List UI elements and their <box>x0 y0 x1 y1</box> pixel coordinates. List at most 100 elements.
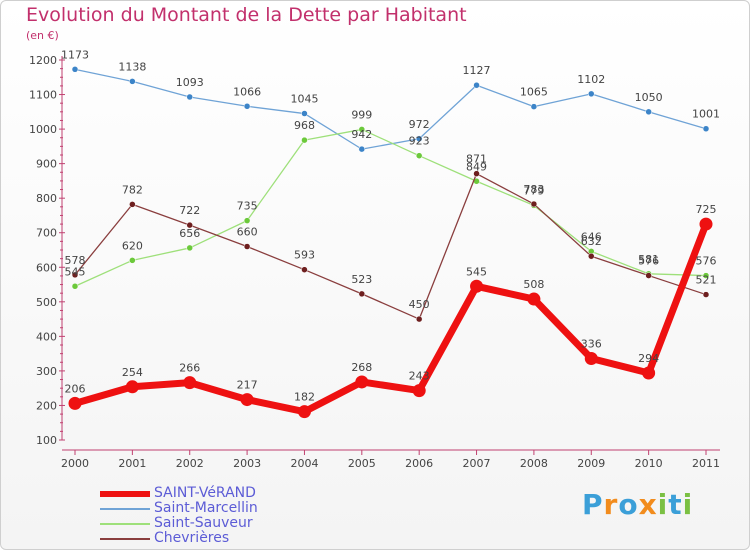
data-point <box>702 125 710 132</box>
data-label: 725 <box>696 203 717 216</box>
data-label: 294 <box>638 352 659 365</box>
data-point <box>186 221 193 229</box>
data-label: 1102 <box>577 73 605 86</box>
data-point <box>358 290 366 298</box>
legend-label: SAINT-VéRAND <box>154 485 256 501</box>
data-label: 576 <box>638 255 659 268</box>
x-tick-label: 2009 <box>577 457 605 470</box>
logo-letter: o <box>618 488 639 521</box>
data-label: 593 <box>294 249 315 262</box>
x-tick-label: 2001 <box>118 457 146 470</box>
data-point <box>243 103 251 110</box>
data-point <box>588 90 595 98</box>
data-point <box>415 315 423 323</box>
data-point <box>243 217 251 224</box>
logo-letter: x <box>638 488 658 521</box>
chart-subtitle: (en €) <box>26 29 59 42</box>
data-point <box>642 366 656 380</box>
data-label: 1173 <box>61 48 89 61</box>
data-point <box>415 152 423 159</box>
data-label: 206 <box>65 382 86 395</box>
logo-letter: r <box>603 488 619 521</box>
data-label: 968 <box>294 119 315 132</box>
data-point <box>71 66 79 73</box>
data-label: 450 <box>409 298 430 311</box>
y-tick-label: 300 <box>36 365 57 378</box>
data-label: 656 <box>179 227 200 240</box>
y-tick-label: 1100 <box>29 89 57 102</box>
data-label: 1050 <box>635 91 663 104</box>
legend-swatch <box>100 523 150 525</box>
y-tick-label: 900 <box>36 158 57 171</box>
data-point <box>358 145 366 153</box>
data-point <box>473 170 480 177</box>
data-label: 336 <box>581 337 602 350</box>
data-point <box>470 279 484 293</box>
data-point <box>68 396 82 410</box>
data-point <box>699 217 713 231</box>
data-point <box>645 272 652 279</box>
series-2 <box>71 126 710 290</box>
data-point <box>129 78 136 85</box>
y-tick-label: 700 <box>36 227 57 240</box>
data-point <box>412 384 426 398</box>
data-label: 735 <box>237 200 258 213</box>
x-tick-label: 2005 <box>348 457 376 470</box>
data-point <box>355 375 369 389</box>
data-point <box>301 136 308 144</box>
data-label: 545 <box>65 265 86 278</box>
axes: 100 200 300 400 500 600 700 800 900 1000 1100 1200 2… <box>29 54 720 470</box>
data-label: 722 <box>179 204 200 217</box>
series-line <box>74 222 710 416</box>
data-label: 243 <box>409 370 430 383</box>
x-tick-label: 2006 <box>405 457 433 470</box>
series-line <box>74 173 707 320</box>
x-tick-label: 2000 <box>61 457 89 470</box>
x-tick-label: 2010 <box>635 457 663 470</box>
legend-label: Chevrières <box>154 530 230 546</box>
data-point <box>240 393 254 407</box>
x-tick-label: 2003 <box>233 457 261 470</box>
data-point <box>71 271 79 279</box>
data-label: 999 <box>351 108 372 121</box>
y-tick-label: 1200 <box>29 54 57 67</box>
data-point <box>129 201 136 208</box>
data-label: 849 <box>466 160 487 173</box>
data-label: 942 <box>351 128 372 141</box>
logo-letter: i <box>682 488 694 521</box>
legend-label: Saint-Sauveur <box>154 515 253 531</box>
data-label: 632 <box>581 235 602 248</box>
data-label: 508 <box>523 278 544 291</box>
x-tick-label: 2002 <box>176 457 204 470</box>
legend-label: Saint-Marcellin <box>154 500 258 516</box>
data-label: 1065 <box>520 86 548 99</box>
data-point <box>186 93 193 101</box>
data-point <box>301 110 308 117</box>
data-label: 1001 <box>692 108 720 121</box>
data-point <box>358 126 366 133</box>
data-label: 268 <box>351 361 372 374</box>
data-label: 972 <box>409 118 430 131</box>
data-point <box>584 351 598 365</box>
data-label: 217 <box>237 379 258 392</box>
legend-swatch <box>100 538 150 540</box>
y-tick-label: 800 <box>36 192 57 205</box>
data-point <box>129 257 136 264</box>
data-point <box>243 243 251 250</box>
data-label: 1127 <box>463 64 491 77</box>
data-label: 782 <box>122 183 143 196</box>
data-label: 1045 <box>290 93 318 106</box>
series-line <box>74 68 707 150</box>
y-tick-label: 500 <box>36 296 57 309</box>
data-point <box>702 291 710 298</box>
data-label: 521 <box>696 274 717 287</box>
x-tick-label: 2004 <box>290 457 318 470</box>
x-tick-label: 2008 <box>520 457 548 470</box>
data-label: 1138 <box>118 60 146 73</box>
data-label: 1093 <box>176 76 204 89</box>
logo-letter: P <box>582 488 604 521</box>
data-label: 581 <box>638 253 659 266</box>
series-1 <box>71 66 710 153</box>
x-tick-label: 2011 <box>692 457 720 470</box>
